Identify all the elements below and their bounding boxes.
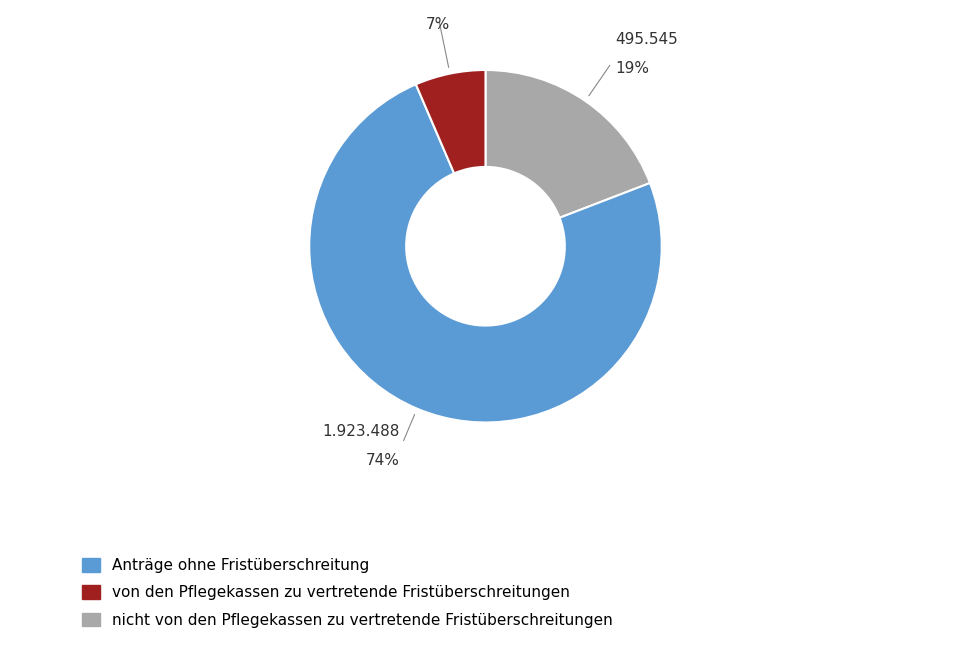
Text: 495.545: 495.545 [616, 32, 678, 47]
Wedge shape [486, 70, 650, 218]
Wedge shape [416, 70, 486, 174]
Legend: Anträge ohne Fristüberschreitung, von den Pflegekassen zu vertretende Fristübers: Anträge ohne Fristüberschreitung, von de… [76, 552, 619, 634]
Text: 1.923.488: 1.923.488 [322, 424, 400, 439]
Text: 7%: 7% [425, 17, 450, 32]
Text: 167.225: 167.225 [406, 0, 469, 3]
Text: 19%: 19% [616, 61, 650, 76]
Text: 74%: 74% [366, 453, 400, 468]
Wedge shape [309, 84, 662, 422]
